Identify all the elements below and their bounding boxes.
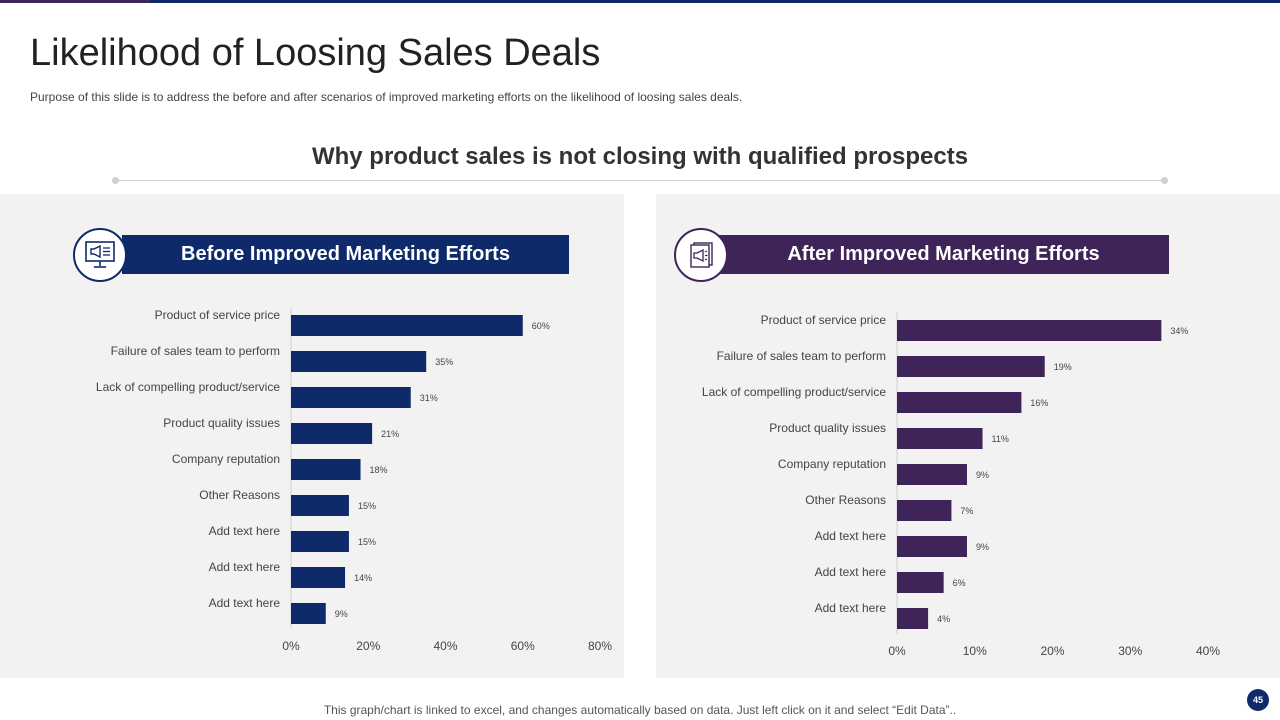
after-tick-label: 10% — [963, 644, 987, 658]
top-accent-highlight — [0, 0, 150, 3]
after-category-label: Lack of compelling product/service — [702, 385, 886, 399]
section-heading: Why product sales is not closing with qu… — [311, 143, 969, 170]
after-data-label: 6% — [953, 578, 966, 588]
before-category-label: Product of service price — [155, 308, 281, 322]
before-category-label: Company reputation — [172, 452, 280, 466]
after-category-label: Failure of sales team to perform — [717, 349, 886, 363]
after-data-label: 19% — [1054, 362, 1072, 372]
before-category-label: Failure of sales team to perform — [111, 344, 280, 358]
before-category-label: Add text here — [209, 560, 281, 574]
after-tick-label: 20% — [1040, 644, 1064, 658]
after-bar — [897, 464, 967, 485]
after-data-label: 16% — [1030, 398, 1048, 408]
after-bar — [897, 572, 944, 593]
before-category-label: Lack of compelling product/service — [96, 380, 280, 394]
slide-subtitle: Purpose of this slide is to address the … — [30, 90, 743, 104]
after-category-label: Company reputation — [778, 457, 886, 471]
after-data-label: 34% — [1170, 326, 1188, 336]
before-data-label: 15% — [358, 501, 376, 511]
after-tick-label: 40% — [1196, 644, 1220, 658]
before-tick-label: 20% — [356, 639, 380, 653]
before-tick-label: 60% — [511, 639, 535, 653]
before-data-label: 21% — [381, 429, 399, 439]
after-bar — [897, 356, 1045, 377]
after-category-label: Product quality issues — [769, 421, 886, 435]
before-category-label: Add text here — [209, 596, 281, 610]
divider-dot-right — [1161, 177, 1168, 184]
before-tick-label: 80% — [588, 639, 612, 653]
before-data-label: 15% — [358, 537, 376, 547]
after-data-label: 9% — [976, 470, 989, 480]
after-tick-label: 30% — [1118, 644, 1142, 658]
after-category-label: Add text here — [815, 565, 887, 579]
before-data-label: 14% — [354, 573, 372, 583]
before-bar — [291, 495, 349, 516]
before-category-label: Product quality issues — [163, 416, 280, 430]
page-number: 45 — [1247, 689, 1269, 711]
after-category-label: Other Reasons — [805, 493, 886, 507]
after-data-label: 7% — [960, 506, 973, 516]
before-data-label: 60% — [532, 321, 550, 331]
after-bar — [897, 320, 1162, 341]
before-banner: Before Improved Marketing Efforts — [122, 235, 569, 274]
before-category-label: Add text here — [209, 524, 281, 538]
top-accent-bar — [0, 0, 1280, 3]
after-bar — [897, 428, 983, 449]
before-tick-label: 40% — [433, 639, 457, 653]
before-bar — [291, 315, 523, 336]
before-bar — [291, 531, 349, 552]
after-bar — [897, 392, 1022, 413]
after-bar — [897, 608, 929, 629]
footer-note: This graph/chart is linked to excel, and… — [323, 703, 957, 717]
before-bar — [291, 567, 346, 588]
after-data-label: 4% — [937, 614, 950, 624]
before-tick-label: 0% — [282, 639, 300, 653]
before-bar — [291, 387, 411, 408]
slide-title: Likelihood of Loosing Sales Deals — [30, 32, 601, 74]
before-bar — [291, 459, 361, 480]
after-data-label: 9% — [976, 542, 989, 552]
before-bar — [291, 603, 326, 624]
before-data-label: 9% — [335, 609, 348, 619]
before-data-label: 31% — [420, 393, 438, 403]
after-bar — [897, 536, 967, 557]
megaphone-document-icon — [674, 228, 728, 282]
before-category-label: Other Reasons — [199, 488, 280, 502]
after-category-label: Add text here — [815, 529, 887, 543]
before-data-label: 18% — [370, 465, 388, 475]
after-tick-label: 0% — [888, 644, 906, 658]
before-bar — [291, 351, 427, 372]
after-bar — [897, 500, 952, 521]
after-category-label: Product of service price — [761, 313, 887, 327]
after-category-label: Add text here — [815, 601, 887, 615]
after-data-label: 11% — [992, 434, 1009, 444]
before-data-label: 35% — [435, 357, 453, 367]
megaphone-monitor-icon — [73, 228, 127, 282]
divider-dot-left — [112, 177, 119, 184]
before-bar — [291, 423, 373, 444]
after-banner: After Improved Marketing Efforts — [718, 235, 1169, 274]
heading-divider — [116, 180, 1164, 181]
